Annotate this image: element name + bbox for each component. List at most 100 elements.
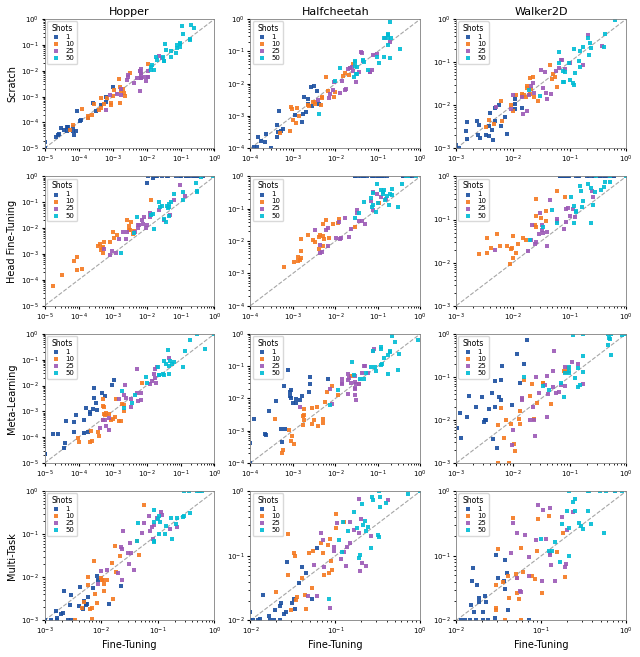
Point: [278, 124, 288, 134]
Legend: 1, 10, 25, 50: 1, 10, 25, 50: [47, 336, 77, 378]
Point: [154, 369, 164, 380]
Point: [137, 528, 147, 539]
Point: [550, 66, 561, 76]
Point: [358, 171, 369, 182]
Point: [350, 390, 360, 401]
Point: [74, 581, 84, 592]
Point: [101, 97, 111, 107]
Point: [147, 60, 157, 70]
Point: [354, 66, 364, 77]
Point: [132, 536, 142, 547]
Point: [360, 361, 371, 371]
Point: [299, 415, 309, 425]
Point: [483, 114, 493, 125]
Point: [307, 101, 317, 112]
Point: [376, 342, 386, 352]
Point: [525, 415, 535, 425]
Point: [284, 424, 294, 435]
Point: [122, 226, 132, 237]
Point: [296, 573, 307, 583]
Point: [72, 106, 83, 116]
Point: [374, 532, 385, 542]
Point: [499, 433, 509, 443]
Point: [462, 117, 472, 127]
Point: [102, 564, 113, 575]
Point: [508, 231, 518, 242]
Point: [507, 400, 517, 411]
Point: [138, 218, 148, 229]
Point: [117, 544, 127, 555]
Point: [159, 214, 169, 225]
Point: [324, 594, 334, 604]
Point: [568, 497, 579, 507]
Point: [135, 66, 145, 76]
Point: [554, 171, 564, 182]
Point: [106, 98, 116, 108]
Point: [403, 171, 413, 182]
Point: [171, 519, 181, 530]
Point: [160, 38, 170, 49]
Point: [564, 57, 574, 68]
Point: [397, 171, 408, 182]
Point: [367, 171, 377, 182]
Point: [522, 83, 532, 93]
Point: [295, 395, 305, 405]
Point: [538, 83, 548, 93]
Point: [563, 363, 573, 373]
Point: [89, 393, 99, 403]
Point: [321, 397, 331, 407]
Point: [570, 373, 580, 384]
Point: [621, 328, 631, 339]
Point: [474, 132, 484, 143]
Point: [271, 120, 282, 130]
Point: [148, 64, 159, 75]
Point: [68, 126, 78, 137]
Point: [85, 437, 95, 447]
Point: [359, 57, 369, 67]
Point: [570, 68, 580, 78]
Point: [561, 204, 571, 214]
Point: [340, 84, 351, 95]
Point: [97, 394, 108, 405]
Point: [329, 92, 339, 102]
Point: [52, 613, 62, 623]
Point: [109, 375, 120, 386]
Point: [312, 591, 323, 601]
Legend: 1, 10, 25, 50: 1, 10, 25, 50: [47, 179, 77, 221]
Point: [536, 533, 546, 544]
Point: [465, 615, 475, 625]
Point: [185, 508, 195, 518]
Point: [189, 171, 200, 182]
Point: [297, 391, 307, 401]
Point: [541, 206, 552, 217]
Point: [84, 409, 95, 419]
Point: [83, 572, 93, 582]
Point: [93, 104, 104, 115]
Point: [542, 240, 552, 251]
Point: [146, 64, 156, 75]
Point: [291, 118, 301, 128]
Point: [104, 599, 114, 609]
Point: [116, 248, 126, 258]
Point: [538, 378, 548, 389]
Point: [460, 615, 470, 625]
Point: [145, 526, 155, 537]
Point: [367, 65, 378, 76]
Point: [387, 331, 397, 342]
Point: [83, 579, 93, 590]
Title: Hopper: Hopper: [109, 7, 150, 17]
Point: [588, 171, 598, 182]
Point: [559, 365, 570, 376]
Point: [481, 130, 491, 141]
Point: [547, 74, 557, 84]
Point: [578, 524, 588, 534]
Point: [348, 58, 358, 69]
Point: [494, 392, 504, 402]
Point: [517, 394, 527, 404]
Point: [136, 378, 147, 388]
Point: [456, 432, 466, 443]
Point: [183, 171, 193, 182]
Point: [93, 575, 103, 585]
Point: [303, 230, 314, 240]
Point: [307, 419, 317, 430]
